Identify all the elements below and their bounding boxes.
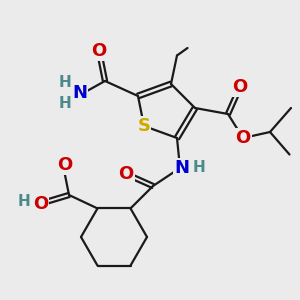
Text: S: S bbox=[137, 117, 151, 135]
Text: H: H bbox=[58, 75, 71, 90]
Text: O: O bbox=[57, 156, 72, 174]
Text: O: O bbox=[232, 78, 247, 96]
Text: H: H bbox=[193, 160, 206, 175]
Text: N: N bbox=[72, 84, 87, 102]
Text: O: O bbox=[33, 195, 48, 213]
Text: O: O bbox=[118, 165, 134, 183]
Text: O: O bbox=[236, 129, 250, 147]
Text: H: H bbox=[58, 96, 71, 111]
Text: H: H bbox=[18, 194, 30, 208]
Text: N: N bbox=[174, 159, 189, 177]
Text: O: O bbox=[92, 42, 106, 60]
